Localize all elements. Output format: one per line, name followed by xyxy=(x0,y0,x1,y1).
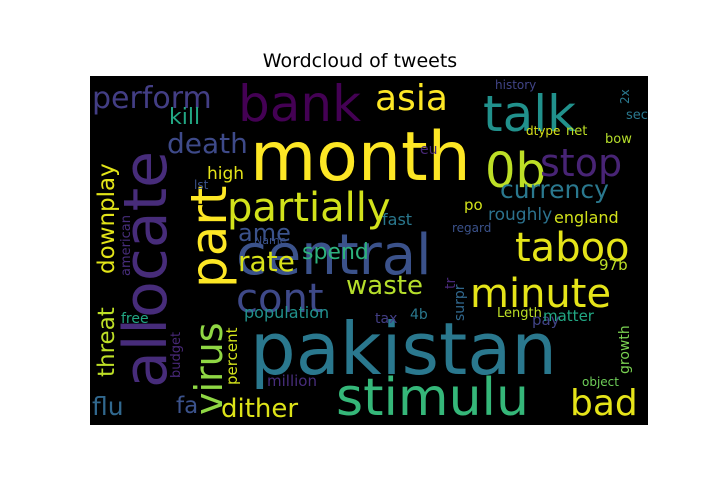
word-33: fast xyxy=(382,210,412,229)
word-11: taboo xyxy=(515,225,630,271)
word-37: growth xyxy=(617,325,633,374)
word-2: allocate xyxy=(111,151,181,388)
word-52: net xyxy=(566,124,587,139)
chart-title: Wordcloud of tweets xyxy=(262,50,458,72)
word-27: flu xyxy=(92,392,124,421)
word-50: history xyxy=(495,78,536,92)
word-48: Name xyxy=(254,234,287,247)
word-44: american xyxy=(119,215,134,276)
word-0: month xyxy=(250,118,471,197)
word-25: threat xyxy=(94,307,120,377)
word-55: 2x xyxy=(618,89,632,104)
word-31: roughly xyxy=(488,205,552,225)
word-47: lst xyxy=(194,178,209,192)
word-16: perform xyxy=(92,81,212,116)
word-32: england xyxy=(554,208,619,227)
word-57: tr xyxy=(443,278,459,289)
word-10: virus xyxy=(187,322,231,415)
word-59: tax xyxy=(375,311,397,327)
word-12: minute xyxy=(470,271,611,317)
word-28: fa xyxy=(176,393,198,419)
word-39: pay xyxy=(532,311,560,329)
word-20: rate xyxy=(238,245,295,278)
word-36: million xyxy=(267,372,317,390)
word-34: population xyxy=(244,303,329,322)
word-41: Length xyxy=(497,306,542,321)
word-23: ame xyxy=(238,219,291,247)
word-29: kill xyxy=(169,105,200,130)
word-49: regard xyxy=(452,221,491,235)
word-46: eu xyxy=(420,142,438,158)
word-60: 4b xyxy=(410,307,428,323)
word-35: percent xyxy=(223,327,241,385)
word-5: stimulu xyxy=(336,368,529,425)
word-8: 0b xyxy=(485,143,546,199)
word-19: waste xyxy=(346,271,423,301)
word-43: budget xyxy=(169,332,184,378)
word-7: talk xyxy=(483,85,576,143)
word-38: 97b xyxy=(599,256,628,274)
word-42: object xyxy=(582,375,619,389)
word-15: asia xyxy=(375,78,448,119)
word-6: bank xyxy=(238,76,361,133)
word-30: high xyxy=(207,164,244,184)
word-3: central xyxy=(236,223,432,288)
word-21: currency xyxy=(500,175,609,204)
word-53: bow xyxy=(605,132,632,147)
word-4: part xyxy=(180,185,238,288)
word-54: sec xyxy=(626,108,648,123)
word-18: dither xyxy=(221,394,298,424)
word-45: free xyxy=(121,311,149,327)
word-24: spend xyxy=(302,240,369,265)
word-9: partially xyxy=(227,185,391,231)
word-40: matter xyxy=(543,307,595,325)
word-51: dtype xyxy=(526,124,560,138)
word-26: downplay xyxy=(94,163,120,274)
word-13: cont xyxy=(236,276,324,322)
word-56: po xyxy=(464,196,483,214)
word-14: stop xyxy=(540,141,622,185)
word-58: surpr xyxy=(452,284,468,321)
wordcloud-background xyxy=(90,76,648,425)
word-22: death xyxy=(167,127,248,160)
word-17: bad xyxy=(570,383,638,424)
word-1: pakistan xyxy=(250,307,557,391)
